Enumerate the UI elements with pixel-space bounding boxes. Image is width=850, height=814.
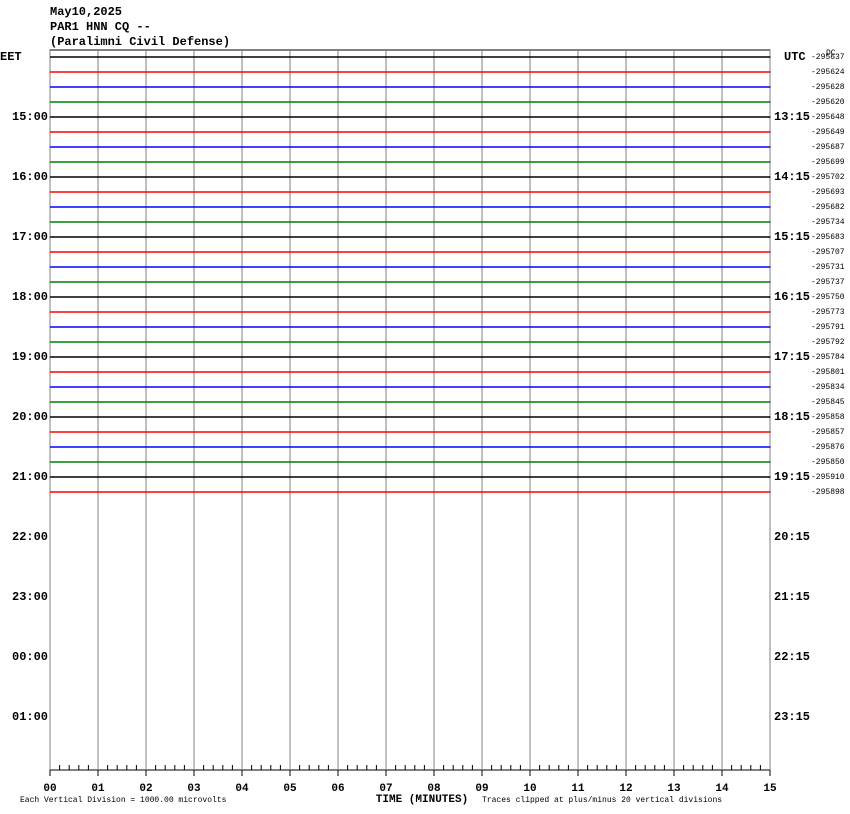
trace-offset-label: -295734: [811, 218, 845, 227]
right-axis-title: UTC: [784, 50, 806, 64]
left-hour-label: 15:00: [12, 110, 48, 124]
trace-offset-label: -295628: [811, 83, 845, 92]
x-tick-label: 05: [283, 783, 297, 795]
left-axis-title: EET: [0, 50, 22, 64]
trace-offset-label: -295910: [811, 473, 845, 482]
left-hour-label: 22:00: [12, 530, 48, 544]
trace-offset-label: -295801: [811, 368, 845, 377]
left-hour-label: 18:00: [12, 290, 48, 304]
trace-offset-label: -295683: [811, 233, 845, 242]
right-hour-label: 19:15: [774, 470, 810, 484]
trace-offset-label: -295737: [811, 278, 845, 287]
trace-offset-label: -295898: [811, 488, 845, 497]
x-tick-label: 12: [619, 783, 632, 795]
trace-offset-label: -295637: [811, 53, 845, 62]
trace-offset-label: -295857: [811, 428, 845, 437]
x-tick-label: 02: [139, 783, 152, 795]
scale-note: Each Vertical Division = 1000.00 microvo…: [20, 796, 227, 805]
trace-offset-label: -295791: [811, 323, 845, 332]
trace-offset-label: -295699: [811, 158, 845, 167]
right-hour-label: 13:15: [774, 110, 810, 124]
left-hour-label: 00:00: [12, 650, 48, 664]
left-hour-label: 20:00: [12, 410, 48, 424]
left-hour-label: 01:00: [12, 710, 48, 724]
trace-offset-label: -295834: [811, 383, 845, 392]
trace-offset-label: -295731: [811, 263, 845, 272]
plot-frame: [49, 49, 771, 771]
right-hour-label: 14:15: [774, 170, 810, 184]
x-tick-label: 09: [475, 783, 488, 795]
trace-offset-label: -295792: [811, 338, 845, 347]
trace-offset-label: -295850: [811, 458, 845, 467]
x-tick-label: 07: [379, 783, 392, 795]
x-tick-label: 03: [187, 783, 201, 795]
trace-offset-label: -295648: [811, 113, 845, 122]
clip-note: Traces clipped at plus/minus 20 vertical…: [482, 796, 722, 805]
trace-offset-label: -295845: [811, 398, 845, 407]
right-hour-label: 20:15: [774, 530, 810, 544]
trace-offset-label: -295649: [811, 128, 845, 137]
x-tick-label: 00: [43, 783, 56, 795]
trace-offset-label: -295624: [811, 68, 845, 77]
station-label: PAR1 HNN CQ --: [50, 20, 151, 34]
x-tick-label: 13: [667, 783, 681, 795]
left-hour-label: 23:00: [12, 590, 48, 604]
x-tick-label: 01: [91, 783, 105, 795]
left-hour-label: 19:00: [12, 350, 48, 364]
x-tick-label: 06: [331, 783, 344, 795]
right-hour-label: 18:15: [774, 410, 810, 424]
trace-offset-label: -295750: [811, 293, 845, 302]
x-tick-label: 04: [235, 783, 249, 795]
right-hour-label: 17:15: [774, 350, 810, 364]
trace-offset-label: -295620: [811, 98, 845, 107]
right-hour-label: 23:15: [774, 710, 810, 724]
right-hour-label: 15:15: [774, 230, 810, 244]
x-tick-label: 11: [571, 783, 585, 795]
right-hour-label: 16:15: [774, 290, 810, 304]
x-axis-title: TIME (MINUTES): [376, 794, 468, 806]
trace-offset-label: -295687: [811, 143, 845, 152]
trace-offset-label: -295693: [811, 188, 845, 197]
x-tick-label: 10: [523, 783, 536, 795]
trace-offset-label: -295682: [811, 203, 845, 212]
right-hour-label: 22:15: [774, 650, 810, 664]
trace-offset-label: -295876: [811, 443, 845, 452]
right-hour-label: 21:15: [774, 590, 810, 604]
left-hour-label: 16:00: [12, 170, 48, 184]
x-tick-label: 14: [715, 783, 729, 795]
chart-subtitle: (Paralimni Civil Defense): [50, 35, 230, 49]
trace-offset-label: -295773: [811, 308, 845, 317]
x-tick-label: 15: [763, 783, 777, 795]
left-hour-label: 17:00: [12, 230, 48, 244]
trace-offset-label: -295858: [811, 413, 845, 422]
dc-label: DC: [826, 49, 836, 58]
trace-offset-label: -295707: [811, 248, 845, 257]
trace-offset-label: -295702: [811, 173, 845, 182]
chart-title: May10,2025: [50, 5, 122, 19]
left-hour-label: 21:00: [12, 470, 48, 484]
trace-offset-label: -295784: [811, 353, 845, 362]
x-tick-label: 08: [427, 783, 441, 795]
